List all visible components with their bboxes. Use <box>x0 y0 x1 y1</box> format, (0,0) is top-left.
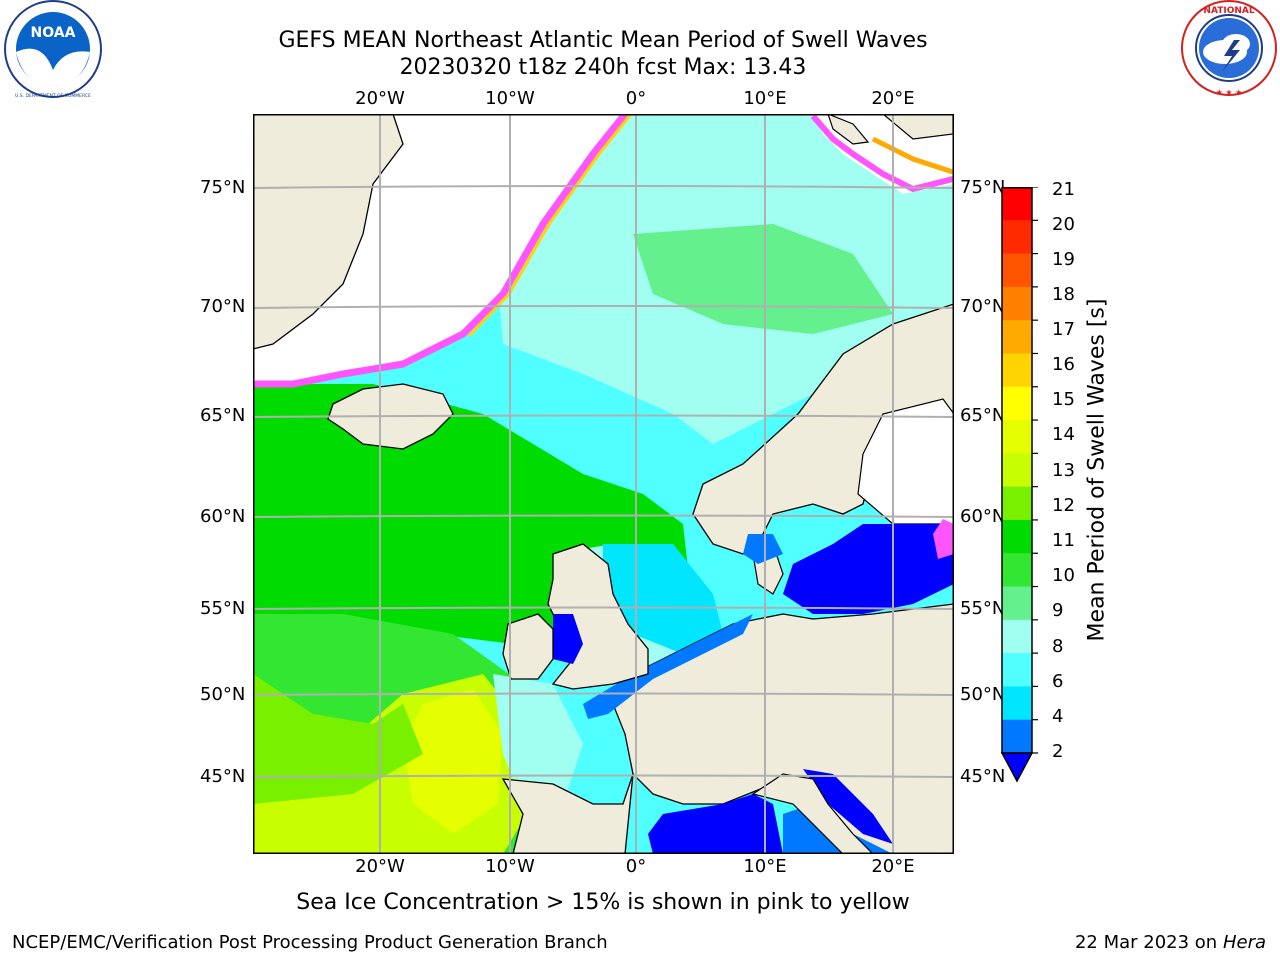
sea-irish <box>553 614 583 664</box>
graticule <box>253 114 954 854</box>
map-title: GEFS MEAN Northeast Atlantic Mean Period… <box>278 28 928 53</box>
ice-baltic-pink <box>933 519 954 559</box>
sea-baltic <box>783 524 954 614</box>
lat-tick-right: 65°N <box>960 405 1006 426</box>
colorbar-band <box>1002 586 1032 621</box>
colorbar-graphic <box>1000 186 1038 783</box>
sea-adriatic <box>803 769 893 844</box>
lon-tick-bottom: 20°W <box>355 856 405 877</box>
lat-tick-left: 75°N <box>200 177 246 198</box>
colorbar-band <box>1002 453 1032 488</box>
colorbar-tick-label: 20 <box>1052 214 1075 235</box>
zone-yellow <box>403 689 503 834</box>
footer-host: Hera <box>1222 932 1266 953</box>
colorbar-band <box>1002 553 1032 588</box>
colorbar-band <box>1002 519 1032 554</box>
lon-tick-top: 0° <box>625 88 647 109</box>
map-frame <box>252 113 955 855</box>
svg-text:U.S. DEPARTMENT OF COMMERCE: U.S. DEPARTMENT OF COMMERCE <box>15 93 91 99</box>
lon-tick-top: 10°E <box>743 88 787 109</box>
footer-date-text: 22 Mar 2023 on <box>1074 932 1218 953</box>
lat-tick-left: 45°N <box>200 766 246 787</box>
ice-edge-yellow <box>467 114 633 338</box>
colorbar-band <box>1002 619 1032 654</box>
lon-tick-top: 20°W <box>355 88 405 109</box>
colorbar-tick-label: 14 <box>1052 424 1075 445</box>
lon-tick-bottom: 20°E <box>871 856 915 877</box>
swell-period-map <box>252 113 955 855</box>
land-greenland <box>253 114 404 350</box>
noaa-logo: NOAA U.S. DEPARTMENT OF COMMERCE <box>2 0 104 102</box>
lat-tick-right: 75°N <box>960 177 1006 198</box>
noaa-logo-text: NOAA <box>31 25 76 41</box>
colorbar-tick-label: 6 <box>1052 671 1064 692</box>
lat-tick-right: 55°N <box>960 598 1006 619</box>
colorbar-tick-label: 16 <box>1052 354 1075 375</box>
colorbar-band <box>1002 420 1032 454</box>
colorbar-tick-label: 18 <box>1052 284 1075 305</box>
colorbar-band <box>1002 686 1032 721</box>
colorbar-tick-label: 11 <box>1052 530 1075 551</box>
svg-text:NATIONAL: NATIONAL <box>1203 6 1254 16</box>
lat-tick-right: 60°N <box>960 506 1006 527</box>
zone-northsea-cyan <box>603 544 723 654</box>
colorbar-tick-label: 17 <box>1052 319 1075 340</box>
colorbar-tick-label: 9 <box>1052 600 1064 621</box>
lon-tick-bottom: 0° <box>625 856 647 877</box>
lat-tick-left: 60°N <box>200 506 246 527</box>
land-svalbard <box>827 114 870 145</box>
lat-tick-right: 70°N <box>960 296 1006 317</box>
colorbar-tick-label: 10 <box>1052 565 1075 586</box>
colorbar-title: Mean Period of Swell Waves [s] <box>1084 298 1110 642</box>
map-panel <box>252 113 955 855</box>
colorbar-band <box>1002 353 1032 388</box>
colorbar-band <box>1002 286 1032 321</box>
lon-tick-top: 20°E <box>871 88 915 109</box>
colorbar-tick-label: 8 <box>1052 636 1064 657</box>
colorbar-tick-label: 13 <box>1052 460 1075 481</box>
lon-tick-bottom: 10°W <box>485 856 535 877</box>
colorbar-extend-arrow <box>1000 752 1034 783</box>
nws-logo: NATIONAL ★ ★ ★ <box>1178 0 1280 102</box>
colorbar <box>1000 186 1040 783</box>
colorbar-tick-label: 4 <box>1052 706 1064 727</box>
colorbar-tick-label: 12 <box>1052 495 1075 516</box>
lat-tick-left: 65°N <box>200 405 246 426</box>
lat-tick-left: 55°N <box>200 598 246 619</box>
footer-credit: NCEP/EMC/Verification Post Processing Pr… <box>12 932 608 953</box>
ice-edge-pink <box>253 114 628 388</box>
lat-tick-right: 50°N <box>960 684 1006 705</box>
colorbar-band <box>1002 719 1032 754</box>
lon-tick-top: 10°W <box>485 88 535 109</box>
land-iberia <box>501 773 634 854</box>
sea-western-med <box>648 794 783 854</box>
ice-edge-svalbard-orange <box>871 136 954 175</box>
colorbar-band <box>1002 386 1032 421</box>
map-subtitle: 20230320 t18z 240h fcst Max: 13.43 <box>399 55 807 80</box>
colorbar-tick-label: 21 <box>1052 179 1075 200</box>
zone-biscay-pale <box>493 674 583 804</box>
sea-ice-note: Sea Ice Concentration > 15% is shown in … <box>296 890 910 915</box>
lat-tick-right: 45°N <box>960 766 1006 787</box>
lon-tick-bottom: 10°E <box>743 856 787 877</box>
colorbar-band <box>1002 220 1032 255</box>
colorbar-band <box>1002 653 1032 687</box>
colorbar-band <box>1002 320 1032 354</box>
sea-kattegat <box>743 534 783 564</box>
lat-tick-left: 50°N <box>200 684 246 705</box>
colorbar-tick-label: 15 <box>1052 389 1075 410</box>
lat-tick-left: 70°N <box>200 296 246 317</box>
colorbar-tick-label: 2 <box>1052 741 1064 762</box>
colorbar-tick-label: 19 <box>1052 249 1075 270</box>
colorbar-band <box>1002 187 1032 221</box>
colorbar-frame <box>1001 187 1033 754</box>
land-ireland <box>502 613 554 680</box>
svg-text:★ ★ ★: ★ ★ ★ <box>1216 88 1243 97</box>
footer-date: 22 Mar 2023 on Hera <box>1075 932 1266 953</box>
colorbar-band <box>1002 486 1032 521</box>
colorbar-band <box>1002 253 1032 288</box>
